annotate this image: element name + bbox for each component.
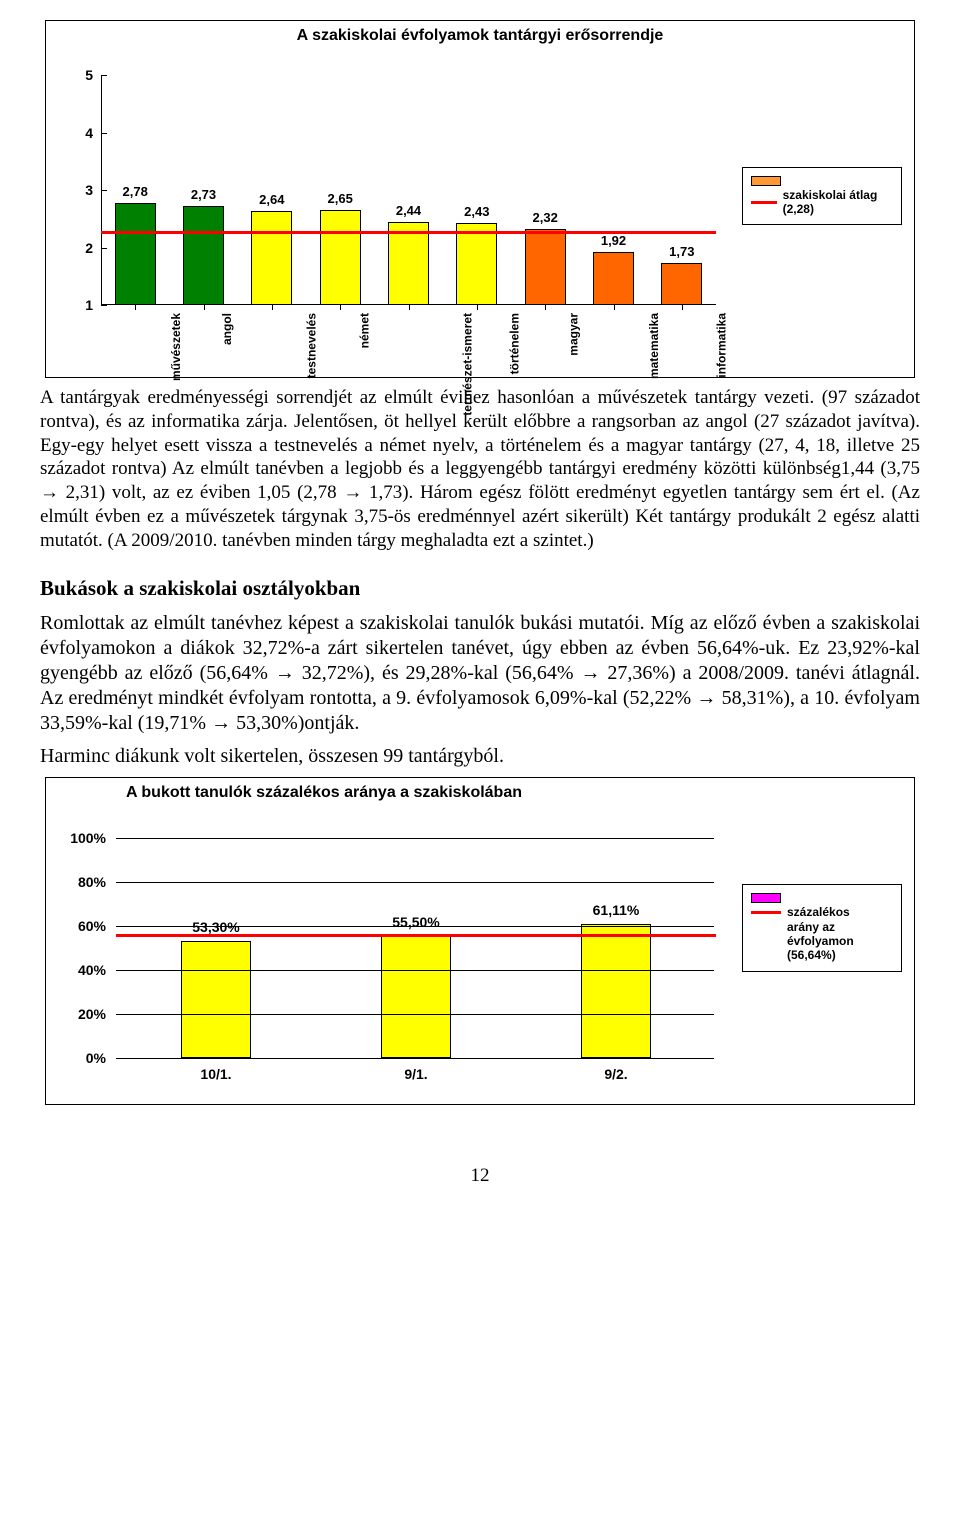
chart2-avg-line <box>116 934 716 937</box>
section-heading: Bukások a szakiskolai osztályokban <box>40 576 920 601</box>
legend-swatch <box>751 176 781 186</box>
chart1-category-label: testnevelés <box>305 313 319 378</box>
chart1-category-label: matematika <box>647 313 661 379</box>
chart2-plot-area: 53,30%55,50%61,11% 0%20%40%60%80%100% 10… <box>46 804 914 1104</box>
chart1-category-label: természet-ismeret <box>460 313 474 416</box>
legend-line <box>751 911 781 914</box>
chart1-category-label: német <box>358 313 372 348</box>
chart1-category-label: művészetek <box>169 313 183 381</box>
chart2-category-label: 9/1. <box>404 1066 427 1082</box>
legend-line <box>751 201 777 204</box>
chart1-ytick: 1 <box>46 297 101 313</box>
subject-rank-chart: A szakiskolai évfolyamok tantárgyi erőso… <box>45 20 915 378</box>
failure-rate-chart: A bukott tanulók százalékos aránya a sza… <box>45 777 915 1105</box>
chart2-ytick: 100% <box>46 830 116 846</box>
page-number: 12 <box>40 1165 920 1187</box>
chart2-category-label: 10/1. <box>200 1066 231 1082</box>
chart2-gridline <box>116 1058 714 1059</box>
chart1-title: A szakiskolai évfolyamok tantárgyi erőso… <box>46 21 914 47</box>
paragraph-3: Harminc diákunk volt sikertelen, összese… <box>40 744 920 769</box>
chart2-ytick: 40% <box>46 962 116 978</box>
chart2-category-label: 9/2. <box>604 1066 627 1082</box>
chart2-ytick: 60% <box>46 918 116 934</box>
chart1-category-label: magyar <box>567 313 581 356</box>
chart2-ytick: 80% <box>46 874 116 890</box>
chart1-category-label: angol <box>220 313 234 345</box>
chart1-ytick: 5 <box>46 67 101 83</box>
chart2-ytick: 0% <box>46 1050 116 1066</box>
chart2-title: A bukott tanulók százalékos aránya a sza… <box>46 778 914 804</box>
paragraph-1: A tantárgyak eredményességi sorrendjét a… <box>40 386 920 552</box>
chart2-legend: százalékosarány azévfolyamon(56,64%) <box>742 884 902 972</box>
chart1-legend: szakiskolai átlag (2,28) <box>742 167 902 225</box>
chart1-category-label: történelem <box>508 313 522 374</box>
chart1-category-label: informatika <box>714 313 728 378</box>
paragraph-2: Romlottak az elmúlt tanévhez képest a sz… <box>40 611 920 736</box>
legend-swatch <box>751 893 781 903</box>
chart1-ytick: 4 <box>46 125 101 141</box>
chart1-ytick: 2 <box>46 240 101 256</box>
chart2-ytick: 20% <box>46 1006 116 1022</box>
legend-label: százalékosarány azévfolyamon(56,64%) <box>787 905 854 963</box>
legend-label: szakiskolai átlag (2,28) <box>783 188 893 216</box>
chart1-ytick: 3 <box>46 182 101 198</box>
chart1-plot-area: 2,782,732,642,652,442,432,321,921,73 123… <box>46 47 914 377</box>
chart1-avg-line <box>101 231 716 234</box>
